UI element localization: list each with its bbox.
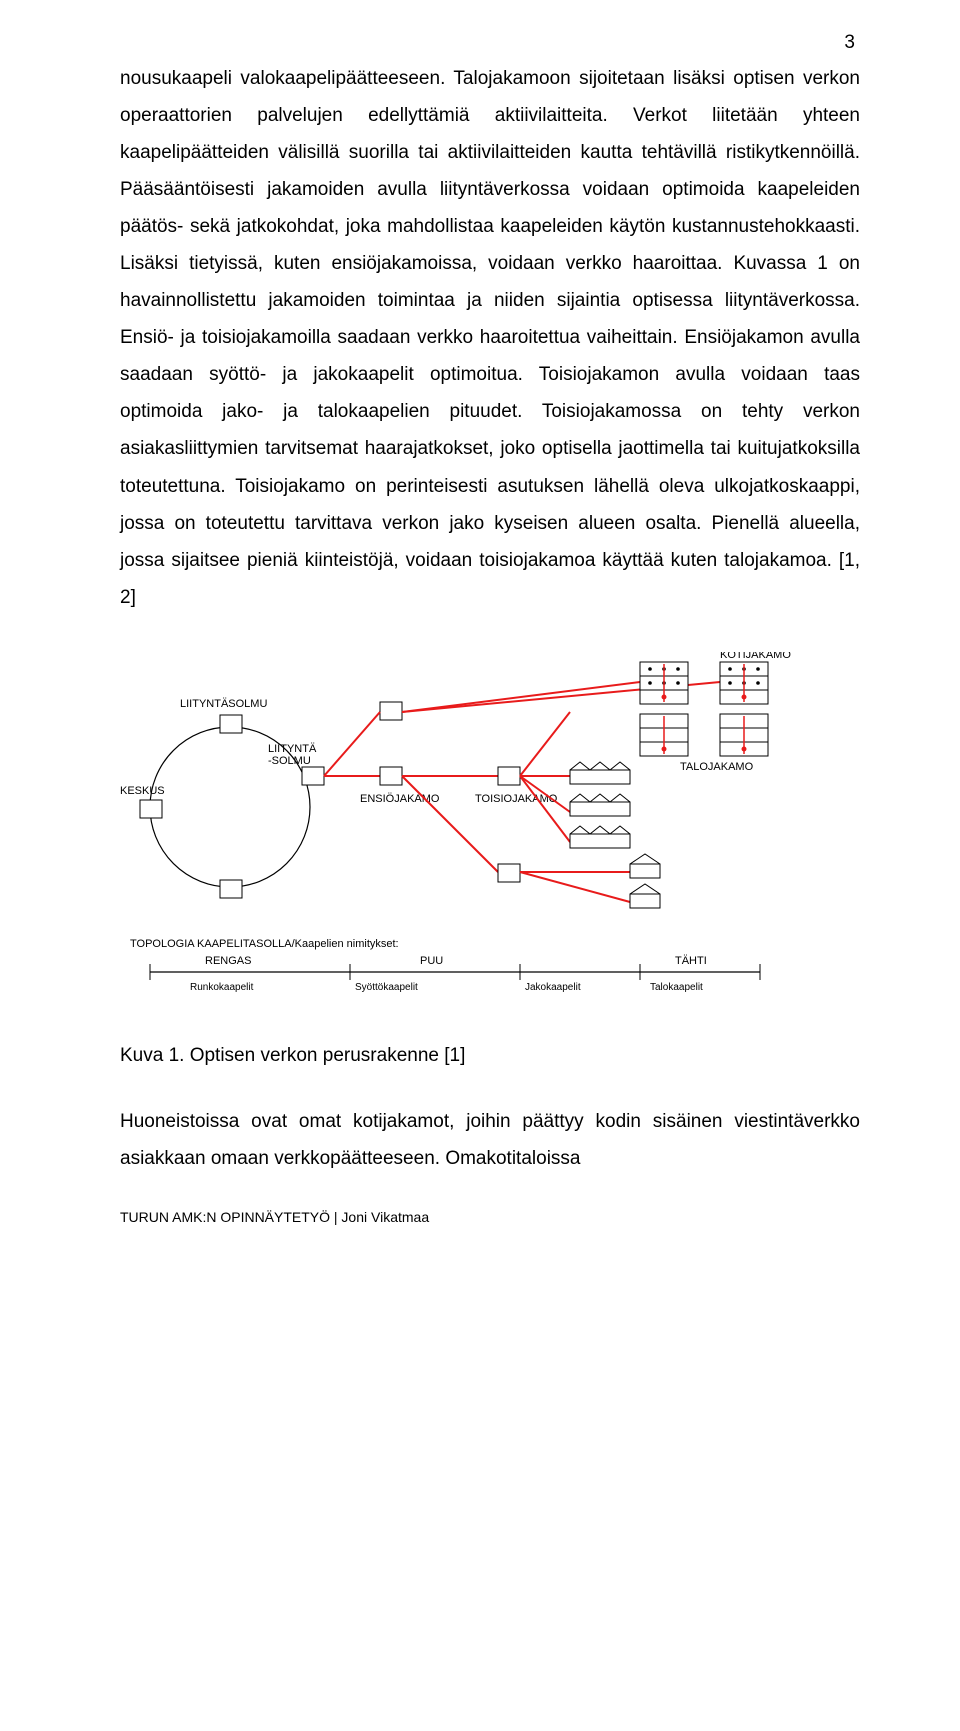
label-rengas: RENGAS — [205, 955, 251, 967]
label-liityntasolmu: LIITYNTÄSOLMU — [180, 698, 267, 710]
paragraph-main: nousukaapeli valokaapelipäätteeseen. Tal… — [120, 60, 860, 616]
label-kotijakamo: KOTIJAKAMO — [720, 652, 791, 661]
house-icon — [630, 884, 660, 908]
figure-caption: Kuva 1. Optisen verkon perusrakenne [1] — [120, 1045, 860, 1067]
label-talokaapelit: Talokaapelit — [650, 982, 703, 993]
label-liityntasolmu2-a: LIITYNTÄ — [268, 743, 317, 755]
document-page: 3 nousukaapeli valokaapelipäätteeseen. T… — [0, 0, 960, 1253]
paragraph-secondary: Huoneistoissa ovat omat kotijakamot, joi… — [120, 1103, 860, 1177]
label-jakokaapelit: Jakokaapelit — [525, 982, 581, 993]
house-icon — [570, 794, 630, 816]
footer-text: TURUN AMK:N OPINNÄYTETYÖ | Joni Vikatmaa — [120, 1209, 429, 1225]
label-runkokaapelit: Runkokaapelit — [190, 982, 254, 993]
label-puu: PUU — [420, 955, 443, 967]
house-icon — [570, 762, 630, 784]
figure-1: LIITYNTÄSOLMU KESKUS LIITYNTÄ -SOLMU ENS… — [120, 652, 860, 1017]
house-icon — [570, 826, 630, 848]
network-diagram-svg: LIITYNTÄSOLMU KESKUS LIITYNTÄ -SOLMU ENS… — [120, 652, 860, 1012]
label-tahti: TÄHTI — [675, 955, 707, 967]
page-number: 3 — [844, 32, 855, 54]
label-talojakamo: TALOJAKAMO — [680, 761, 754, 773]
house-icon — [630, 854, 660, 878]
label-topology-title: TOPOLOGIA KAAPELITASOLLA/Kaapelien nimit… — [130, 938, 399, 950]
label-keskus: KESKUS — [120, 785, 165, 797]
label-liityntasolmu2-b: -SOLMU — [268, 755, 311, 767]
label-syottokaapelit: Syöttökaapelit — [355, 982, 418, 993]
